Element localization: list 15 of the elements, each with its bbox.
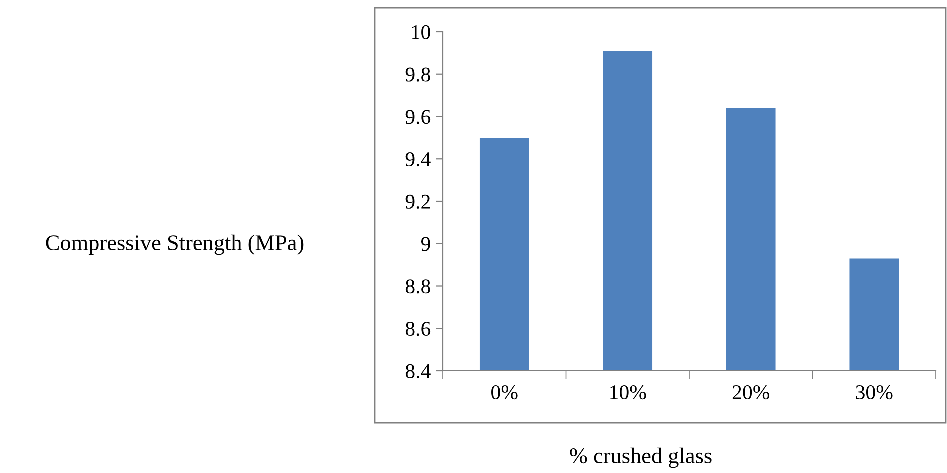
y-tick-label: 9.2	[406, 194, 430, 210]
y-tick-label: 8.6	[406, 322, 431, 336]
y-tick-label: 8.4	[406, 364, 431, 379]
x-tick-label: 20%	[732, 385, 770, 400]
y-tick-label: 9	[421, 237, 430, 252]
y-axis-title: Compressive Strength (MPa)	[46, 234, 304, 256]
y-tick-label: 9.6	[406, 110, 431, 124]
x-tick-label: 30%	[856, 385, 893, 400]
x-tick-label: 10%	[610, 385, 646, 400]
x-axis-title: % crushed glass	[570, 448, 712, 468]
y-tick-label: 9.8	[406, 68, 430, 82]
y-tick-label: 10	[412, 25, 430, 40]
y-tick-label: 8.8	[406, 280, 430, 294]
y-tick-label: 9.4	[406, 152, 431, 167]
x-tick-label: 0%	[492, 385, 518, 400]
